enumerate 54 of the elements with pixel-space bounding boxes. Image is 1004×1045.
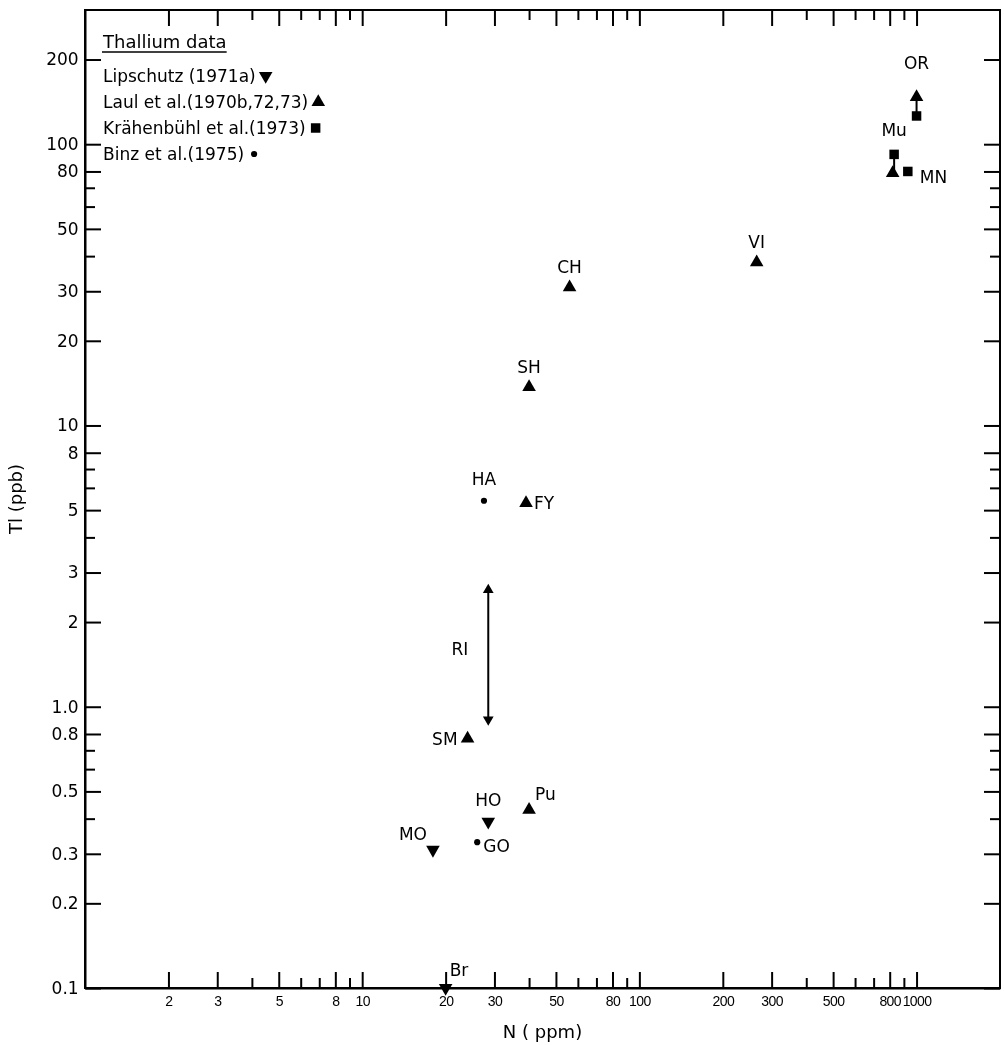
y-tick-label: 5 xyxy=(67,500,79,521)
legend-label: Krähenbühl et al.(1973) xyxy=(103,118,306,138)
x-tick-label: 1000 xyxy=(902,993,933,1010)
y-tick-label: 1.0 xyxy=(51,696,79,717)
x-tick-label: 30 xyxy=(487,993,503,1010)
y-tick-label: 200 xyxy=(46,49,79,70)
annotation: OR xyxy=(903,53,930,74)
x-tick-label: 8 xyxy=(332,993,341,1010)
x-axis-title: N ( ppm) xyxy=(502,1021,583,1042)
annotation: CH xyxy=(557,257,582,278)
legend-label: Lipschutz (1971a) xyxy=(103,66,256,86)
annotation: VI xyxy=(748,232,766,253)
y-axis-title: Tl (ppb) xyxy=(5,463,26,536)
legend-title: Thallium data xyxy=(102,31,227,52)
legend-label: Binz et al.(1975) xyxy=(103,144,245,164)
x-tick-label: 50 xyxy=(549,993,565,1010)
y-tick-label: 0.3 xyxy=(51,843,79,864)
y-tick-label: 80 xyxy=(56,161,79,182)
x-tick-label: 80 xyxy=(605,993,622,1010)
x-tick-label: 3 xyxy=(214,993,223,1010)
annotation: SM xyxy=(432,728,458,749)
annotation: GO xyxy=(483,836,510,857)
y-tick-label: 3 xyxy=(67,562,79,583)
y-tick-label: 20 xyxy=(56,330,79,351)
annotation: HO xyxy=(475,789,502,810)
y-tick-label: 0.8 xyxy=(51,723,79,744)
x-tick-label: 800 xyxy=(879,993,902,1010)
annotation: SH xyxy=(517,357,541,378)
annotation: Pu xyxy=(535,783,556,804)
legend-label: Laul et al.(1970b,72,73) xyxy=(103,92,309,112)
annotation: RI xyxy=(451,639,469,660)
x-tick-label: 200 xyxy=(712,993,735,1010)
annotation: FY xyxy=(534,493,555,514)
y-tick-label: 0.1 xyxy=(51,977,79,998)
y-tick-label: 2 xyxy=(67,612,79,632)
x-tick-label: 100 xyxy=(629,993,652,1010)
annotation: Mu xyxy=(881,120,907,141)
x-tick-label: 300 xyxy=(761,993,784,1010)
y-tick-label: 0.5 xyxy=(51,781,79,802)
x-tick-label: 500 xyxy=(822,993,846,1010)
y-tick-label: 10 xyxy=(56,415,79,436)
annotation: MO xyxy=(398,823,427,844)
x-tick-label: 2 xyxy=(165,993,174,1010)
annotation: HA xyxy=(471,468,497,489)
y-tick-label: 50 xyxy=(56,218,79,239)
y-tick-label: 0.2 xyxy=(51,893,79,914)
x-tick-label: 5 xyxy=(275,993,284,1010)
x-tick-label: 10 xyxy=(355,993,371,1010)
y-tick-label: 100 xyxy=(46,134,79,155)
x-tick-label: 20 xyxy=(438,993,455,1010)
annotation: MN xyxy=(919,167,948,188)
y-tick-label: 8 xyxy=(67,442,79,463)
annotation: Br xyxy=(449,960,469,980)
y-tick-label: 30 xyxy=(56,281,79,302)
